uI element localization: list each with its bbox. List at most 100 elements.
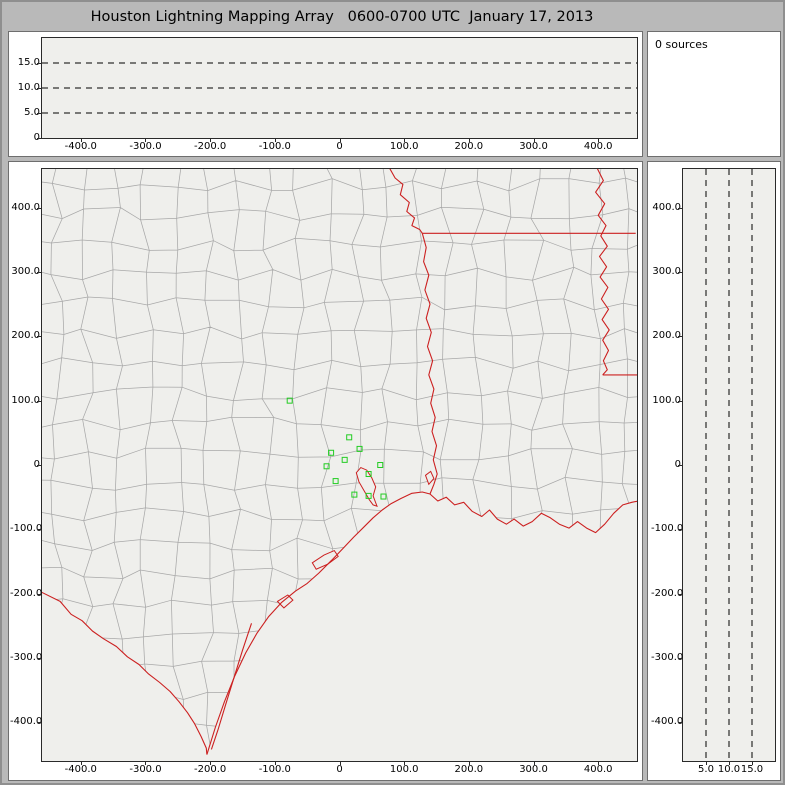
map-panel: -400.0 -300.0 -200.0 -100.0 0 100.0 200.0 300.0… [8,161,643,781]
altitude-ns-canvas [705,169,753,761]
y-tick-mark [37,658,41,660]
x-tick-mark [339,138,341,142]
lma-station-marker [323,463,330,470]
x-tick-label: 0 [336,764,343,775]
x-tick-label: 5.0 [698,764,714,775]
y-tick-mark [678,207,682,209]
x-tick-label: 400.0 [583,764,613,775]
y-tick-label: 0 [651,459,681,471]
altitude-ns-plot[interactable] [682,168,776,762]
y-tick-label: 5.0 [24,107,40,118]
x-tick-mark [598,761,600,765]
x-tick-label: 200.0 [454,141,484,152]
y-tick-mark [37,138,41,139]
state-boundaries [42,169,637,755]
sources-count-label: 0 sources [655,38,708,51]
lma-station-marker [351,491,358,498]
y-tick-label: -400.0 [10,716,43,728]
y-tick-label: 10.0 [17,82,40,93]
x-tick-mark [80,761,82,765]
x-tick-mark [80,138,82,142]
y-tick-mark [678,336,682,338]
y-tick-mark [37,88,41,89]
y-tick-mark [37,207,41,209]
altitude-ns-panel: 5.010.015.0 400.0 300.0 200.0 100.0 0 -100.0 -2… [647,161,781,781]
x-tick-label: -300.0 [129,764,162,775]
y-tick-mark [678,722,682,724]
y-tick-mark [678,529,682,531]
x-tick-mark [145,761,147,765]
x-tick-label: 300.0 [519,764,548,775]
y-tick-label: 0 [10,459,40,471]
x-tick-mark [404,761,406,765]
y-tick-mark [37,400,41,402]
x-tick-mark [274,138,276,142]
altitude-ew-plot[interactable] [41,37,638,139]
y-tick-mark [678,658,682,660]
y-tick-label: 15.0 [17,57,40,68]
x-tick-mark [210,761,212,765]
y-tick-mark [37,722,41,724]
x-tick-label: -400.0 [64,764,97,775]
x-tick-mark [339,761,341,765]
y-tick-mark [37,529,41,531]
lma-station-marker [346,434,353,441]
x-tick-label: -100.0 [258,764,291,775]
y-tick-label: 200.0 [11,330,40,342]
x-tick-mark [752,761,753,765]
lma-station-marker [332,478,339,485]
x-tick-label: 10.0 [717,764,741,775]
y-tick-label: -100.0 [10,523,43,535]
y-tick-label: 0 [10,132,40,144]
x-tick-label: -200.0 [194,141,227,152]
y-tick-mark [37,465,41,466]
altitude-gridlines [705,169,753,761]
x-tick-mark [468,138,470,142]
x-tick-mark [706,761,707,765]
x-tick-label: 200.0 [454,764,484,775]
y-tick-label: 300.0 [652,265,681,277]
y-tick-mark [37,113,41,114]
lma-station-marker [365,471,372,478]
y-tick-label: 400.0 [652,201,681,213]
x-tick-label: 100.0 [389,764,419,775]
x-tick-mark [274,761,276,765]
y-tick-mark [678,593,682,595]
altitude-gridlines [42,62,637,114]
y-tick-label: 400.0 [11,201,40,213]
x-tick-label: 400.0 [583,141,613,152]
y-tick-label: 200.0 [652,330,681,342]
y-tick-label: -200.0 [10,587,43,599]
y-tick-mark [678,400,682,402]
x-tick-mark [533,138,535,142]
x-tick-label: 0 [336,141,343,152]
y-tick-label: 100.0 [652,394,681,406]
y-tick-label: -100.0 [651,523,684,535]
x-tick-label: 100.0 [389,141,419,152]
x-tick-mark [404,138,406,142]
y-tick-mark [37,336,41,338]
x-tick-label: -300.0 [129,141,162,152]
x-tick-mark [533,761,535,765]
x-tick-mark [598,138,600,142]
x-tick-mark [145,138,147,142]
altitude-ew-panel: -400.0 -300.0 -200.0 -100.0 0 100.0 200.0 300.0… [8,31,643,157]
y-tick-label: -300.0 [651,652,684,664]
altitude-ew-canvas [42,62,637,114]
y-tick-label: 100.0 [11,394,40,406]
x-tick-label: -200.0 [194,764,227,775]
y-tick-mark [678,465,682,466]
y-tick-label: -200.0 [651,587,684,599]
y-tick-mark [37,271,41,273]
lma-station-marker [380,493,387,500]
y-tick-mark [678,271,682,273]
x-tick-label: 15.0 [740,764,764,775]
y-tick-mark [37,593,41,595]
lma-station-marker [356,445,363,452]
plan-view-plot[interactable] [41,168,638,762]
x-tick-label: -400.0 [64,141,97,152]
y-tick-mark [37,63,41,64]
x-tick-mark [729,761,730,765]
lma-station-marker [365,492,372,499]
